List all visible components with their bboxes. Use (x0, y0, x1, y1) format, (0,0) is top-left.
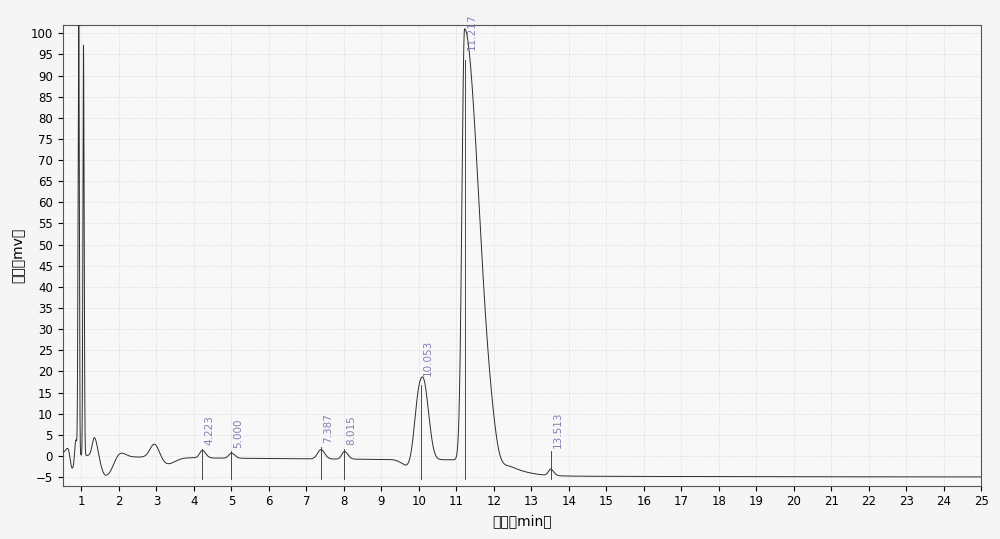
Text: 5.000: 5.000 (233, 418, 243, 447)
Text: 10.053: 10.053 (423, 340, 433, 376)
Text: 7.387: 7.387 (323, 413, 333, 444)
Y-axis label: 电压（mv）: 电压（mv） (11, 227, 25, 283)
X-axis label: 时间（min）: 时间（min） (492, 514, 552, 528)
Text: 4.223: 4.223 (204, 416, 214, 445)
Text: 8.015: 8.015 (346, 416, 356, 445)
Text: 11.217: 11.217 (466, 13, 476, 50)
Text: 13.513: 13.513 (553, 411, 563, 447)
